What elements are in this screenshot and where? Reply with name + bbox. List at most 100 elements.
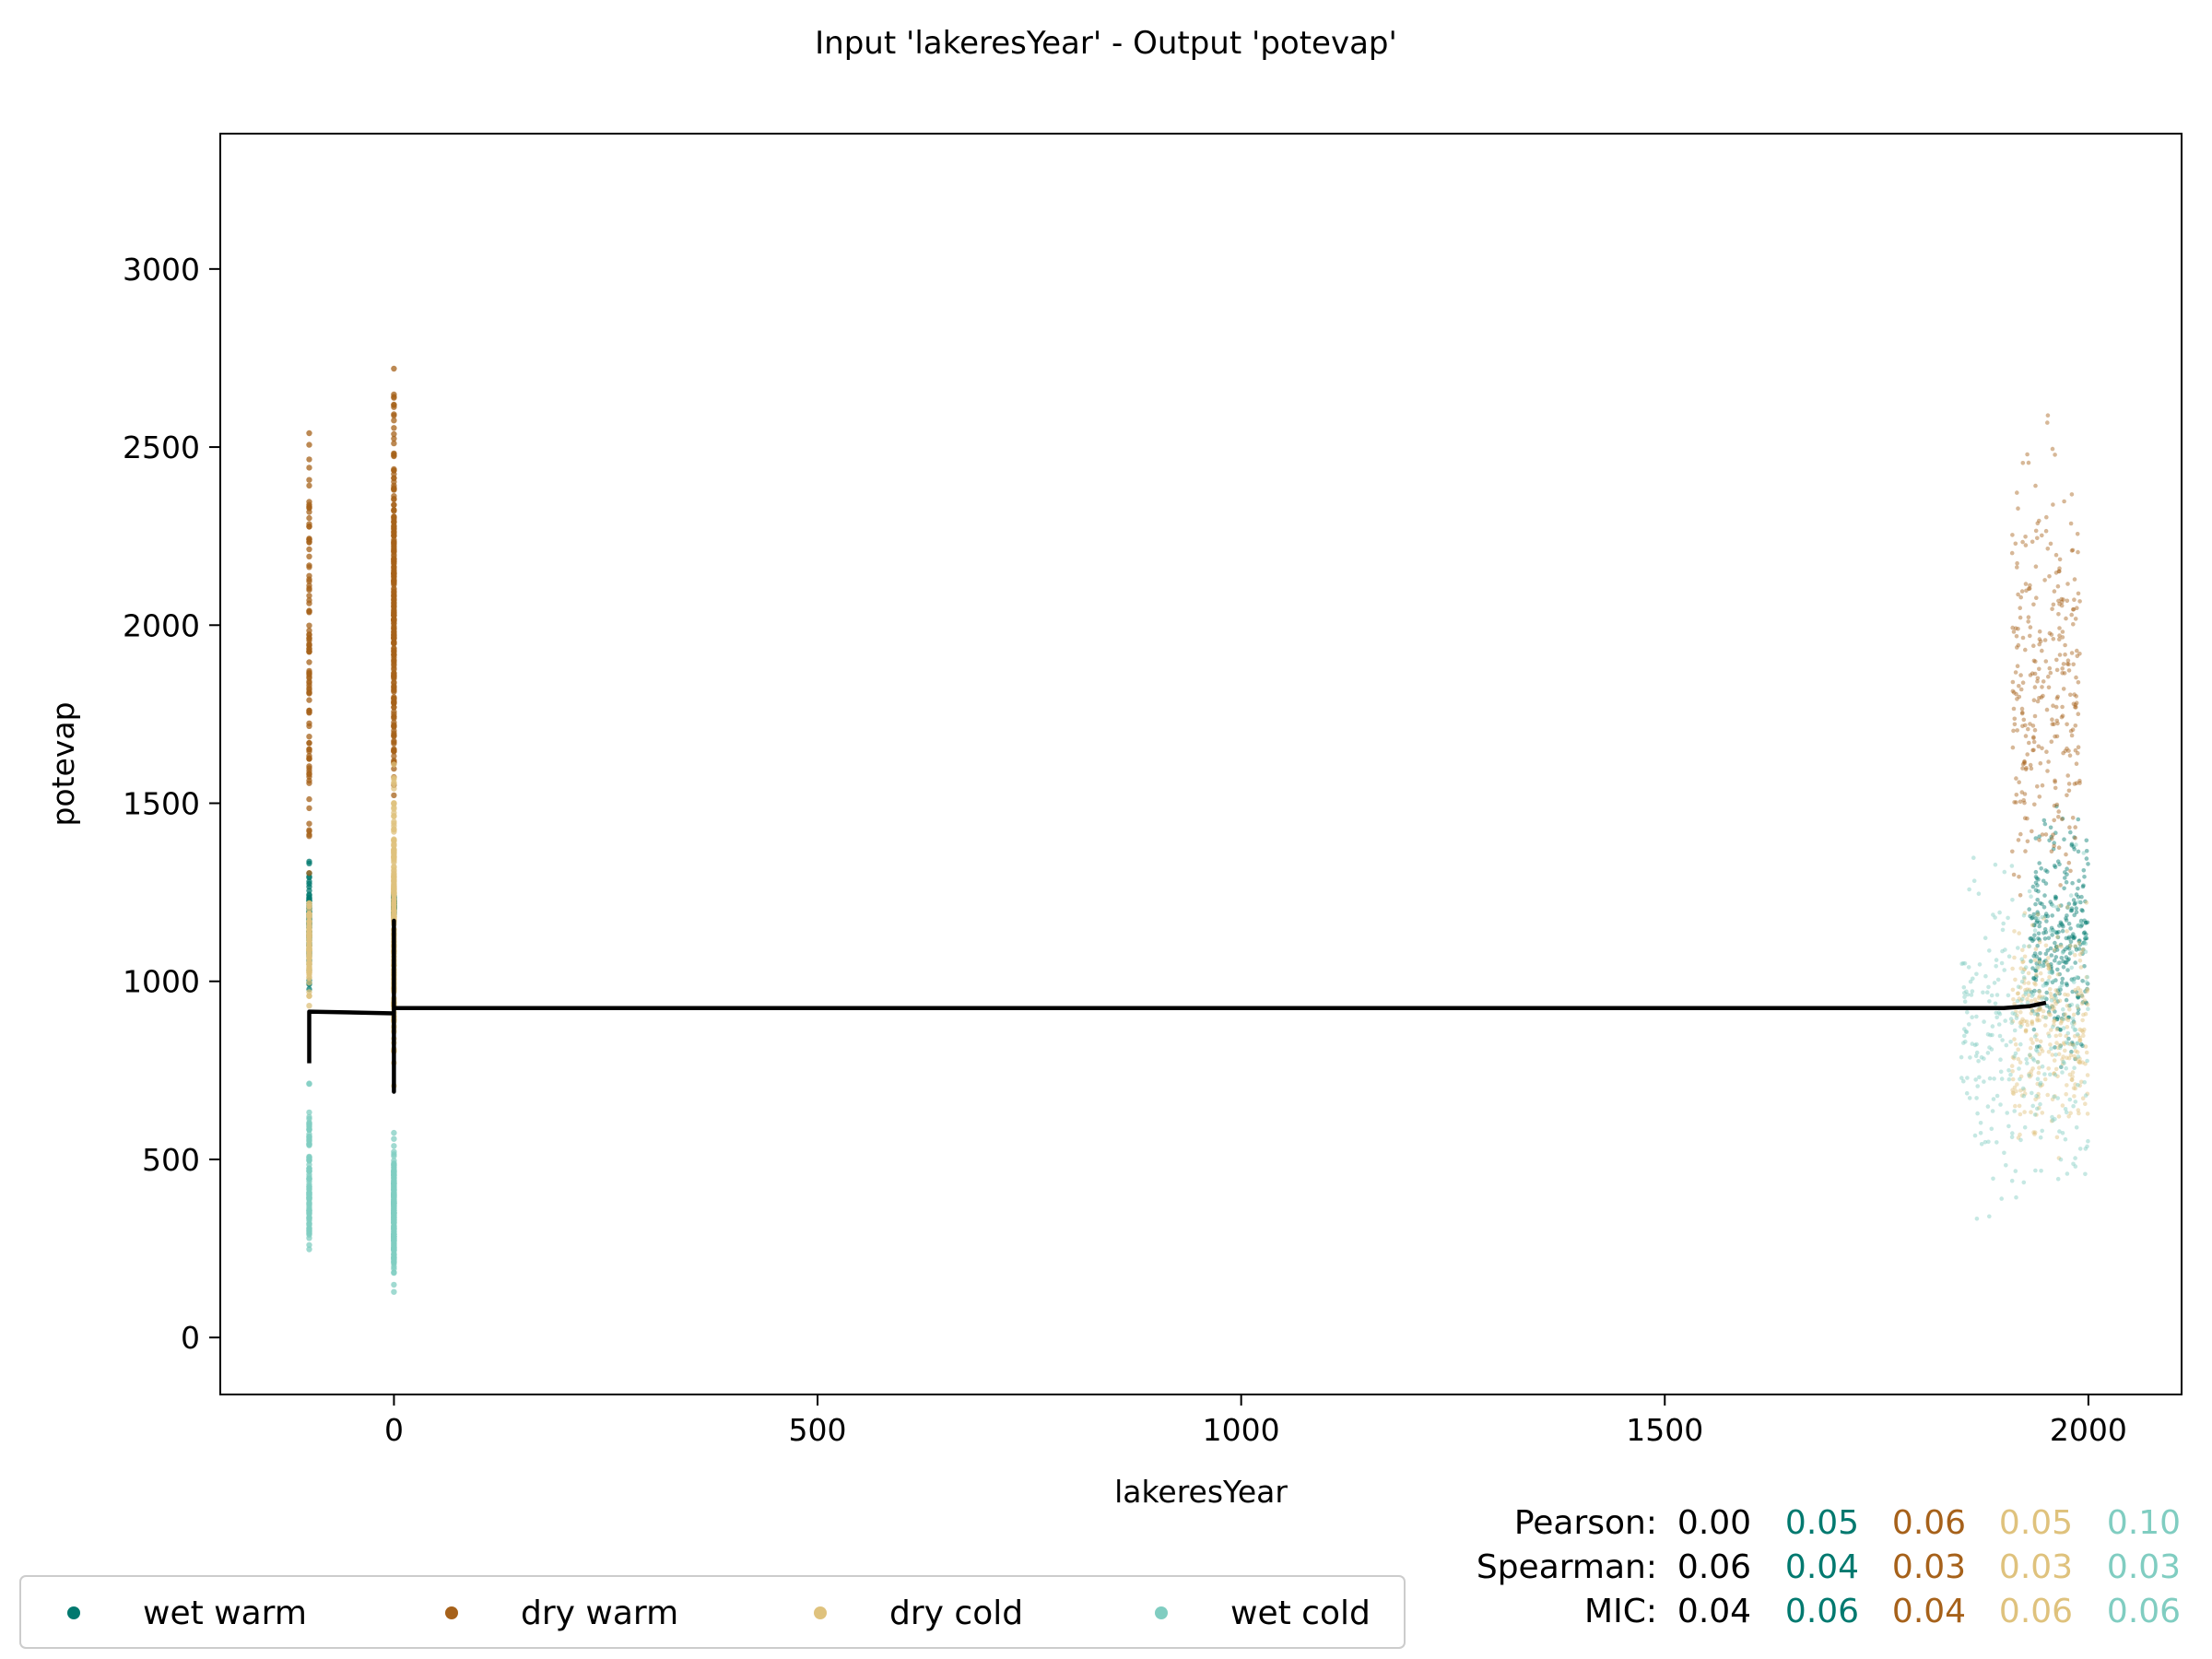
data-point: [2026, 619, 2030, 624]
data-point: [2043, 959, 2048, 963]
data-point: [2036, 995, 2041, 1001]
data-point: [2078, 918, 2084, 924]
data-point: [391, 394, 397, 401]
data-point: [2067, 951, 2073, 956]
data-point: [2009, 1178, 2015, 1183]
data-point: [2038, 639, 2043, 644]
data-point: [2061, 1026, 2066, 1030]
data-point: [2029, 959, 2033, 963]
data-point: [1999, 1077, 2005, 1081]
data-point: [2046, 1031, 2051, 1036]
data-point: [2029, 1011, 2034, 1016]
data-point: [2048, 1012, 2053, 1018]
data-point: [2037, 637, 2042, 641]
data-point: [2063, 642, 2067, 648]
data-point: [2053, 1033, 2059, 1039]
data-point: [2050, 446, 2055, 452]
data-point: [2065, 582, 2070, 586]
data-point: [306, 1157, 312, 1164]
data-point: [2074, 947, 2079, 952]
data-point: [2050, 1114, 2054, 1120]
data-point: [2055, 721, 2060, 726]
data-point: [2065, 773, 2070, 778]
data-point: [2055, 967, 2060, 972]
data-point: [2043, 868, 2048, 873]
data-point: [306, 971, 312, 978]
data-point: [2037, 989, 2042, 994]
data-point: [391, 723, 397, 730]
data-point: [2000, 1038, 2005, 1042]
data-point: [2055, 1015, 2061, 1019]
data-point: [2052, 803, 2057, 808]
data-point: [2076, 712, 2081, 716]
data-point: [2084, 980, 2088, 984]
data-point: [1997, 910, 2002, 915]
data-point: [2085, 982, 2090, 986]
data-point: [2031, 936, 2036, 942]
data-point: [391, 727, 397, 734]
data-point: [2057, 924, 2062, 928]
data-point: [2022, 760, 2027, 766]
data-point: [2078, 924, 2084, 929]
data-point: [2083, 899, 2088, 904]
data-point: [2034, 954, 2039, 959]
data-point: [2049, 902, 2054, 907]
data-point: [2033, 977, 2039, 982]
data-point: [2052, 1058, 2057, 1063]
data-point: [2046, 956, 2051, 960]
data-point: [2050, 933, 2054, 937]
data-point: [306, 441, 312, 448]
data-point: [2040, 1128, 2044, 1134]
data-point: [2053, 734, 2057, 739]
data-point: [306, 1222, 312, 1229]
data-point: [2066, 782, 2072, 786]
data-point: [2051, 1024, 2055, 1030]
data-point: [2030, 1020, 2034, 1025]
data-point: [2077, 1035, 2082, 1041]
data-point: [1983, 973, 1988, 979]
data-point: [1961, 1078, 1966, 1084]
data-point: [2075, 1041, 2079, 1046]
data-point: [2050, 1097, 2055, 1102]
data-point: [2035, 965, 2040, 970]
data-point: [2076, 1006, 2081, 1012]
data-point: [2014, 1009, 2018, 1014]
data-point: [2053, 1009, 2057, 1014]
data-point: [2033, 483, 2038, 488]
data-point: [391, 606, 397, 613]
data-point: [2076, 1082, 2080, 1088]
data-point: [2025, 839, 2030, 844]
data-point: [2029, 1069, 2034, 1074]
data-point: [1962, 994, 1967, 999]
data-point: [2068, 868, 2073, 874]
data-point: [391, 748, 397, 755]
data-point: [2020, 970, 2025, 975]
data-point: [2015, 1013, 2019, 1018]
data-point: [2053, 993, 2057, 998]
data-point: [2006, 1077, 2012, 1082]
data-point: [2014, 776, 2018, 781]
data-point: [2053, 571, 2059, 575]
data-point: [2037, 518, 2041, 524]
data-point: [2022, 981, 2027, 985]
data-point: [2019, 979, 2025, 984]
data-point: [2049, 966, 2053, 971]
data-point: [2066, 1055, 2072, 1061]
data-point: [2041, 983, 2046, 988]
data-point: [2056, 809, 2061, 814]
data-point: [2006, 954, 2012, 959]
data-point: [2020, 724, 2025, 729]
data-point: [2085, 1091, 2090, 1097]
data-point: [2053, 1045, 2057, 1050]
data-point: [2033, 1168, 2038, 1173]
data-point: [391, 365, 397, 372]
data-point: [1992, 981, 1997, 985]
data-point: [2080, 1018, 2085, 1023]
data-point: [2020, 1017, 2025, 1022]
data-point: [1976, 891, 1982, 896]
data-point: [2030, 1008, 2035, 1014]
data-point: [2026, 460, 2031, 465]
data-point: [2053, 894, 2058, 900]
data-point: [2079, 949, 2085, 955]
data-point: [1962, 991, 1967, 995]
